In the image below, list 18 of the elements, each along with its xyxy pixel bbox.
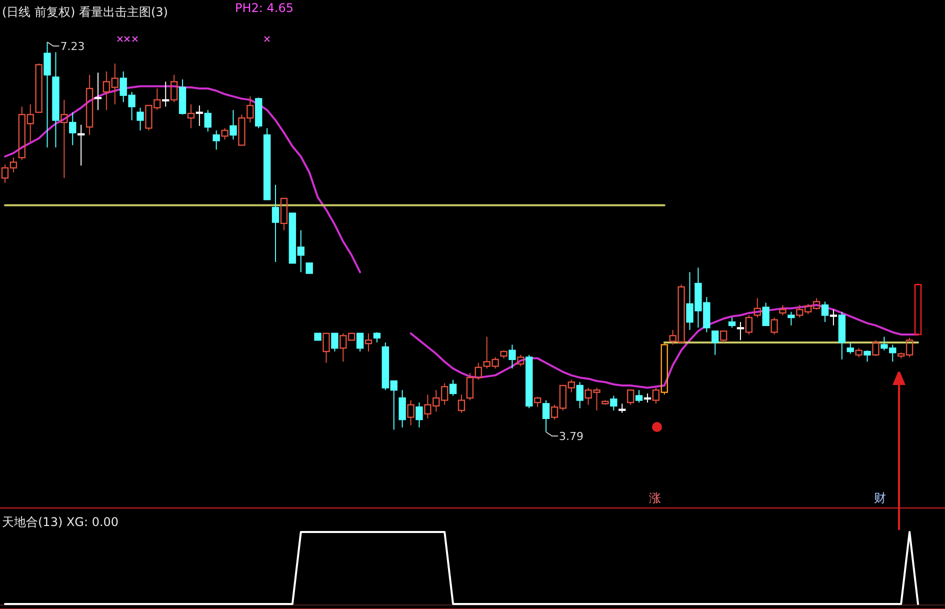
chart-title: 天地合(13) XG: 0.00 xyxy=(2,515,119,529)
text: 财 xyxy=(874,491,886,505)
text: PH2: 4.65 xyxy=(235,1,294,15)
annotation: 7.23 xyxy=(60,40,85,53)
candlestick xyxy=(187,104,195,129)
candlestick xyxy=(86,74,94,136)
candlestick xyxy=(272,184,280,262)
candlestick xyxy=(44,42,51,148)
candlestick xyxy=(398,390,406,428)
text: 涨 xyxy=(649,491,661,505)
candlestick xyxy=(69,112,76,146)
candlestick xyxy=(60,99,68,179)
annotation: 3.79 xyxy=(559,430,584,443)
candlestick xyxy=(94,72,102,111)
candlestick xyxy=(52,52,60,148)
chart-title: (日线 前复权) 看量出击主图(3) xyxy=(2,5,168,19)
candlestick xyxy=(508,344,516,370)
candlestick xyxy=(77,124,85,166)
